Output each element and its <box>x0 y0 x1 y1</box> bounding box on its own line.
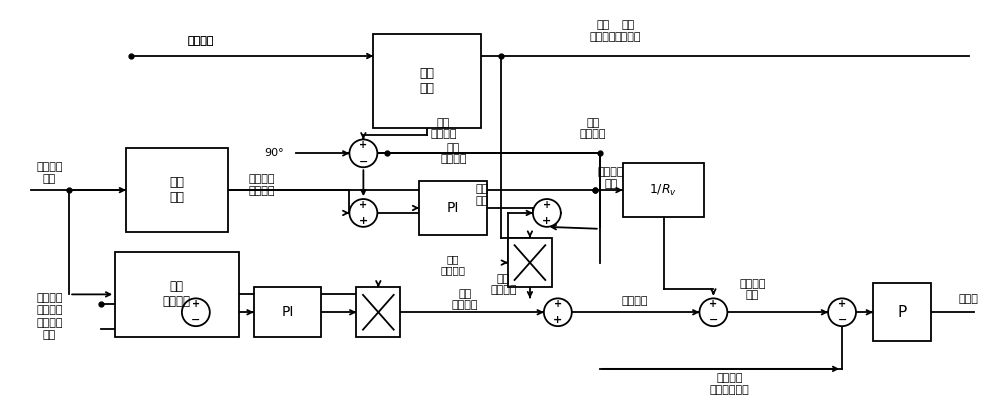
Text: 基波
电流指令: 基波 电流指令 <box>452 288 478 310</box>
Bar <box>419 181 487 235</box>
Bar <box>873 284 931 341</box>
Ellipse shape <box>349 199 377 227</box>
Text: +: + <box>709 299 717 309</box>
Text: 谐波
电流指令: 谐波 电流指令 <box>490 274 517 295</box>
Text: 变流器侧
滤波电感电流: 变流器侧 滤波电感电流 <box>709 373 749 395</box>
Text: −: − <box>709 315 718 325</box>
Text: 补偿
相位: 补偿 相位 <box>475 184 488 206</box>
Text: 滤波电容
电压: 滤波电容 电压 <box>598 167 624 189</box>
Bar <box>508 238 552 287</box>
Text: +: + <box>359 216 368 226</box>
Text: +: + <box>838 299 846 309</box>
Ellipse shape <box>182 298 210 326</box>
Text: 谐波
检测: 谐波 检测 <box>420 67 435 95</box>
Ellipse shape <box>349 140 377 167</box>
Bar <box>115 252 239 337</box>
Text: 谐波
电流相位: 谐波 电流相位 <box>440 254 465 275</box>
Text: 负载电流: 负载电流 <box>188 36 214 46</box>
Text: 滤波电容
电压: 滤波电容 电压 <box>36 162 63 184</box>
Text: −: − <box>191 315 201 325</box>
Text: 谐波
电流幅值: 谐波 电流幅值 <box>615 20 641 42</box>
Text: −: − <box>359 156 368 166</box>
Text: 滤波电容
电压相位: 滤波电容 电压相位 <box>249 174 275 196</box>
Text: 输出电流
指令: 输出电流 指令 <box>739 279 766 300</box>
Bar <box>126 148 228 232</box>
Text: PI: PI <box>447 201 459 215</box>
Text: 基波
相位检测: 基波 相位检测 <box>163 280 191 308</box>
Text: P: P <box>897 305 907 320</box>
Text: 谐波
检测: 谐波 检测 <box>169 176 184 204</box>
Text: 负载电流: 负载电流 <box>188 36 214 46</box>
Text: +: + <box>192 299 200 309</box>
Bar <box>373 34 481 128</box>
Text: 90°: 90° <box>264 149 284 158</box>
Text: 谐波
电流相位: 谐波 电流相位 <box>440 142 467 164</box>
Text: $1/R_v$: $1/R_v$ <box>649 182 678 197</box>
Ellipse shape <box>699 298 727 326</box>
Text: 谐波
电流幅值: 谐波 电流幅值 <box>590 20 616 42</box>
Text: 调制波: 调制波 <box>959 294 979 304</box>
Bar <box>623 163 704 217</box>
Bar <box>356 287 400 337</box>
Text: +: + <box>543 200 551 210</box>
Text: 直流电容
电压: 直流电容 电压 <box>36 318 63 340</box>
Text: 直流电容
电压指令: 直流电容 电压指令 <box>36 293 63 315</box>
Text: +: + <box>359 200 367 210</box>
Text: +: + <box>554 299 562 309</box>
Text: 电流指令: 电流指令 <box>621 296 648 306</box>
Text: +: + <box>359 140 367 150</box>
Ellipse shape <box>544 298 572 326</box>
Text: +: + <box>553 315 562 325</box>
Ellipse shape <box>533 199 561 227</box>
Bar <box>254 287 321 337</box>
Text: 谐波
电流相位: 谐波 电流相位 <box>580 118 606 139</box>
Text: 谐波
电流相位: 谐波 电流相位 <box>430 118 457 139</box>
Text: −: − <box>837 315 847 325</box>
Ellipse shape <box>828 298 856 326</box>
Text: PI: PI <box>281 305 294 319</box>
Text: +: + <box>542 216 551 226</box>
